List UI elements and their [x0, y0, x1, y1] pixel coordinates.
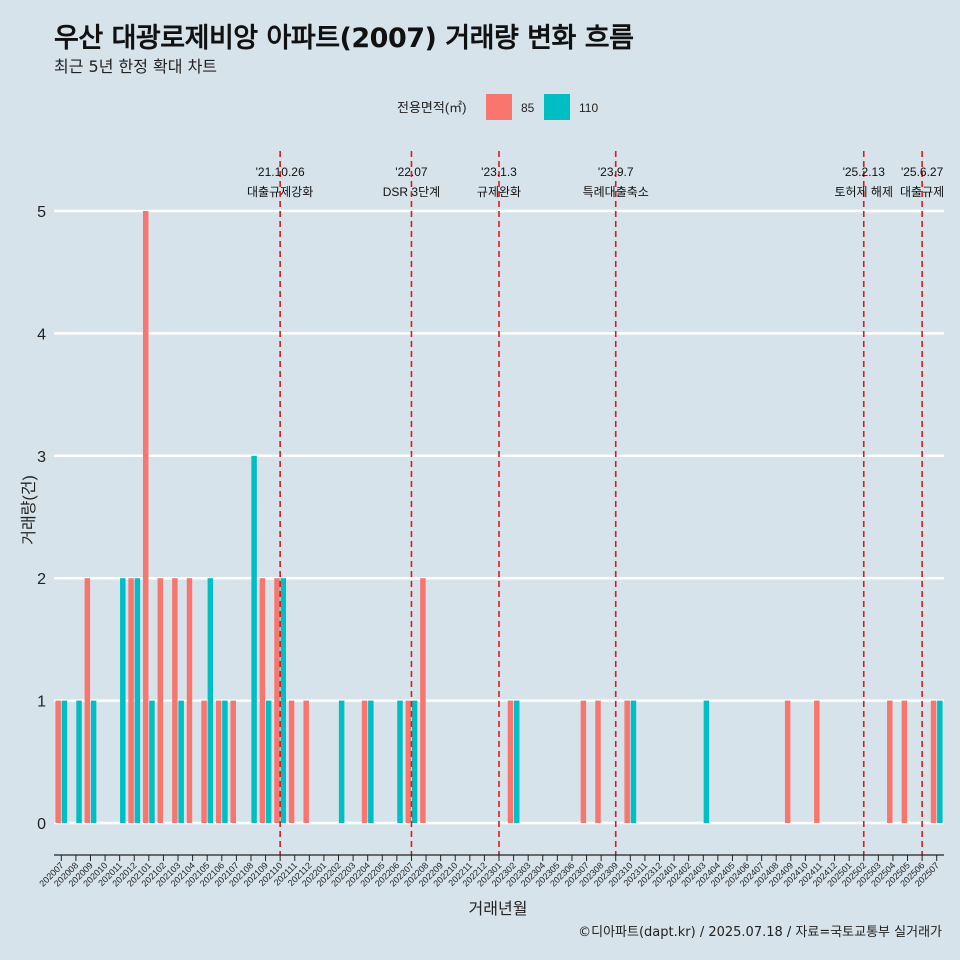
bar-110-202101 — [149, 700, 155, 823]
legend-swatch-85 — [486, 94, 512, 120]
bar-85-202204 — [361, 700, 368, 823]
bar-85-202411 — [814, 700, 820, 823]
legend: 전용면적(㎡) 85 110 — [397, 94, 598, 120]
legend-label-85: 85 — [521, 101, 535, 115]
event-date-202502: '25.2.13 — [843, 165, 886, 179]
bar-110-202106 — [222, 700, 228, 823]
event-date-202309: '23.9.7 — [598, 165, 634, 179]
bar-110-202008 — [76, 700, 82, 823]
bar-110-202110 — [280, 578, 287, 823]
event-label-202502: 토허제 해제 — [834, 185, 893, 199]
event-lines: '21.10.26 대출규제강화 '22.07 DSR 3단계 '23.1.3 규제완화 '… — [247, 151, 944, 855]
bar-85-202106 — [215, 700, 222, 823]
bar-85-202307 — [580, 700, 587, 823]
bar-110-202108 — [251, 455, 257, 823]
y-tick-label: 0 — [37, 816, 46, 833]
bar-85-202009 — [84, 578, 91, 823]
bar-85-202103 — [172, 578, 178, 823]
bar-110-202302 — [513, 700, 520, 823]
bar-85-202207 — [405, 700, 412, 823]
bar-110-202403 — [703, 700, 710, 823]
bar-110-202103 — [178, 700, 184, 823]
event-label-202207: DSR 3단계 — [383, 185, 440, 199]
event-label-202506: 대출규제 — [900, 185, 944, 199]
bar-85-202111 — [288, 700, 295, 823]
bar-85-202112 — [303, 700, 309, 823]
bar-85-202409 — [784, 700, 791, 823]
legend-swatch-110 — [544, 94, 570, 120]
legend-title: 전용면적(㎡) — [397, 100, 467, 115]
bar-85-202104 — [186, 578, 193, 823]
bar-110-202207 — [411, 700, 418, 823]
event-date-202506: '25.6.27 — [901, 165, 944, 179]
event-date-202110: '21.10.26 — [256, 165, 305, 179]
event-label-202301: 규제완화 — [477, 185, 521, 199]
bar-85-202110 — [274, 578, 280, 823]
event-label-202110: 대출규제강화 — [247, 185, 313, 199]
y-tick-label: 3 — [37, 449, 46, 466]
caption: ©디아파트(dapt.kr) / 2025.07.18 / 자료=국토교통부 실… — [578, 925, 942, 940]
bar-85-202102 — [157, 578, 164, 823]
chart-subtitle: 최근 5년 한정 확대 차트 — [54, 57, 218, 76]
bar-110-202012 — [134, 578, 141, 823]
bar-85-202109 — [259, 578, 266, 823]
bar-110-202109 — [265, 700, 272, 823]
bar-85-202505 — [901, 700, 908, 823]
bar-85-202302 — [507, 700, 514, 823]
event-date-202301: '23.1.3 — [481, 165, 517, 179]
y-tick-label: 1 — [37, 694, 46, 711]
bar-110-202204 — [368, 700, 374, 823]
bar-110-202009 — [90, 700, 97, 823]
bar-110-202007 — [61, 700, 68, 823]
bar-85-202310 — [624, 700, 630, 823]
chart-title: 우산 대광로제비앙 아파트(2007) 거래량 변화 흐름 — [54, 23, 634, 54]
bar-85-202308 — [595, 700, 601, 823]
bar-110-202011 — [120, 578, 126, 823]
x-axis-title: 거래년월 — [469, 900, 528, 918]
event-date-202207: '22.07 — [395, 165, 428, 179]
bar-110-202206 — [397, 700, 403, 823]
bar-85-202101 — [142, 211, 149, 823]
bar-85-202507 — [930, 700, 937, 823]
bar-85-202504 — [887, 700, 893, 823]
x-axis: 2020072020082020092020102020112020122021… — [37, 854, 944, 889]
bar-110-202202 — [338, 700, 345, 823]
bar-110-202310 — [630, 700, 637, 823]
bar-110-202507 — [937, 700, 943, 823]
bar-85-202012 — [128, 578, 134, 823]
legend-label-110: 110 — [579, 101, 598, 115]
bar-110-202105 — [207, 578, 214, 823]
bar-85-202105 — [201, 700, 207, 823]
y-axis-title: 거래량(건) — [20, 475, 38, 545]
bars — [55, 211, 943, 823]
y-tick-label: 5 — [37, 204, 46, 221]
bar-85-202107 — [230, 700, 236, 823]
y-axis: 0 1 2 3 4 5 — [37, 204, 46, 833]
bar-85-202007 — [55, 700, 61, 823]
bar-85-202208 — [420, 578, 426, 823]
event-label-202309: 특례대출축소 — [583, 185, 649, 199]
y-tick-label: 4 — [37, 326, 46, 343]
y-tick-label: 2 — [37, 571, 46, 588]
